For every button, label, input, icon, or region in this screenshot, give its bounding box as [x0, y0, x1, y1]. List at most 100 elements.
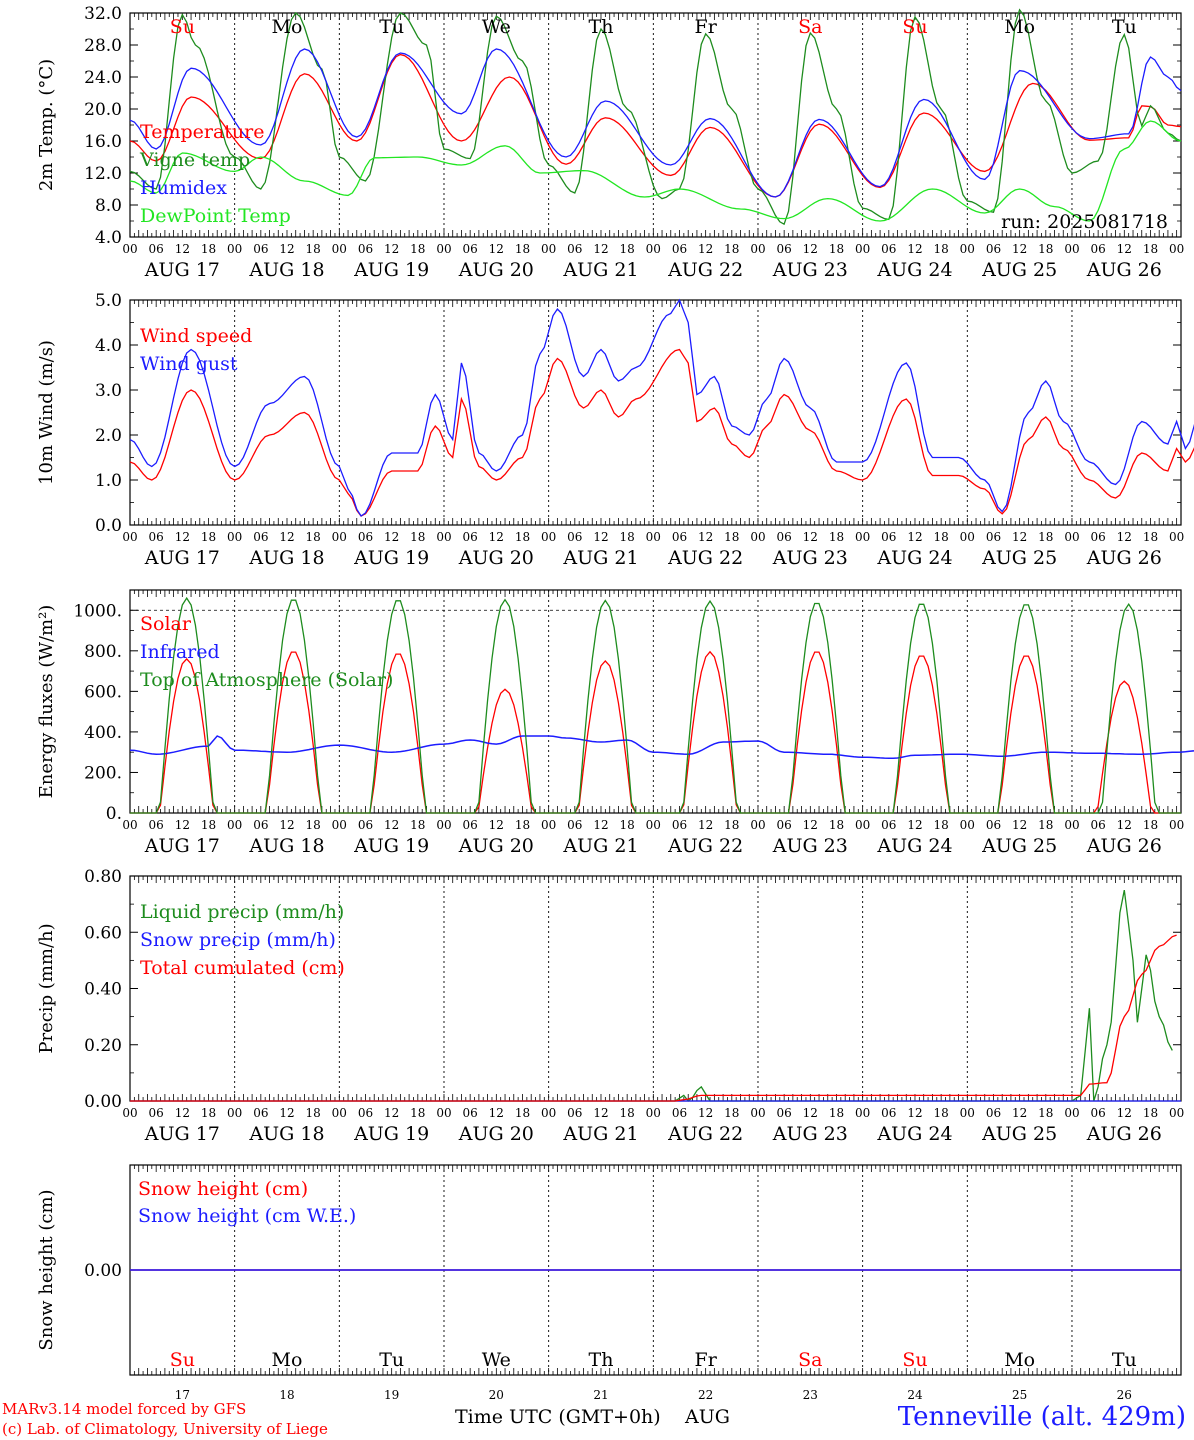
- hour-tick-label: 18: [201, 1106, 216, 1120]
- hour-tick-label: 00: [227, 242, 242, 256]
- series-line-energy-2: [130, 596, 1181, 814]
- hour-tick-label: 00: [1169, 1106, 1184, 1120]
- legend-entry: Snow height (cm W.E.): [138, 1205, 356, 1227]
- hour-tick-label: 00: [855, 530, 870, 544]
- y-tick-label: 0.80: [84, 867, 122, 887]
- hour-tick-label: 00: [436, 242, 451, 256]
- hour-tick-label: 12: [279, 1106, 294, 1120]
- hour-tick-label: 06: [567, 530, 582, 544]
- hour-tick-label: 12: [593, 530, 608, 544]
- hour-tick-label: 06: [567, 242, 582, 256]
- hour-tick-label: 00: [750, 530, 765, 544]
- day-label: AUG 26: [1086, 1123, 1162, 1145]
- hour-tick-label: 12: [175, 1106, 190, 1120]
- day-label: AUG 24: [876, 835, 952, 857]
- hour-tick-label: 12: [489, 818, 504, 832]
- day-label: AUG 26: [1086, 259, 1162, 281]
- hour-tick-label: 18: [934, 242, 949, 256]
- y-tick-label: 8.0: [95, 196, 122, 216]
- weekday-label: Mo: [272, 1349, 303, 1371]
- hour-tick-label: 12: [698, 530, 713, 544]
- hour-tick-label: 12: [1117, 530, 1132, 544]
- day-number: 19: [384, 1388, 399, 1402]
- hour-tick-label: 00: [750, 1106, 765, 1120]
- hour-tick-label: 06: [672, 818, 687, 832]
- hour-tick-label: 12: [907, 818, 922, 832]
- day-label: AUG 18: [248, 1123, 324, 1145]
- weekday-label: Tu: [1112, 16, 1137, 38]
- hour-tick-label: 06: [881, 818, 896, 832]
- hour-tick-label: 18: [306, 818, 321, 832]
- hour-tick-label: 18: [724, 818, 739, 832]
- hour-tick-label: 06: [672, 530, 687, 544]
- hour-tick-label: 06: [881, 1106, 896, 1120]
- weekday-label: Sa: [798, 16, 822, 38]
- y-tick-label: 0.40: [84, 980, 122, 1000]
- hour-tick-label: 12: [803, 242, 818, 256]
- hour-tick-label: 12: [384, 242, 399, 256]
- hour-tick-label: 00: [436, 1106, 451, 1120]
- hour-tick-label: 00: [855, 818, 870, 832]
- hour-tick-label: 12: [384, 1106, 399, 1120]
- y-tick-label: 24.0: [84, 68, 122, 88]
- panel-frame-temp: [129, 12, 1182, 238]
- day-label: AUG 20: [458, 259, 534, 281]
- hour-tick-label: 12: [175, 530, 190, 544]
- hour-tick-label: 06: [358, 1106, 373, 1120]
- hour-tick-label: 06: [463, 530, 478, 544]
- hour-tick-label: 12: [279, 242, 294, 256]
- y-tick-label: 16.0: [84, 132, 122, 152]
- hour-tick-label: 18: [306, 1106, 321, 1120]
- hour-tick-label: 00: [227, 1106, 242, 1120]
- y-tick-label: 1000.: [73, 601, 122, 621]
- hour-tick-label: 18: [620, 530, 635, 544]
- hour-tick-label: 00: [541, 242, 556, 256]
- y-axis-label-wind: 10m Wind (m/s): [36, 340, 57, 485]
- y-axis-label-precip: Precip (mm/h): [36, 923, 57, 1053]
- hour-tick-label: 00: [960, 242, 975, 256]
- hour-tick-label: 06: [986, 242, 1001, 256]
- series-line-wind-0: [129, 348, 1194, 517]
- day-label: AUG 17: [144, 547, 220, 569]
- y-tick-label: 2.0: [95, 426, 122, 446]
- station-name: Tenneville (alt. 429m): [897, 1402, 1186, 1432]
- hour-tick-label: 06: [567, 818, 582, 832]
- hour-tick-label: 12: [1117, 818, 1132, 832]
- day-label: AUG 21: [562, 259, 638, 281]
- hour-tick-label: 06: [986, 1106, 1001, 1120]
- day-number: 22: [698, 1388, 713, 1402]
- hour-tick-label: 18: [1038, 530, 1053, 544]
- weekday-label: Su: [170, 16, 195, 38]
- day-label: AUG 19: [353, 547, 429, 569]
- hour-tick-label: 18: [724, 530, 739, 544]
- day-label: AUG 21: [562, 547, 638, 569]
- day-label: AUG 17: [144, 1123, 220, 1145]
- legend-entry: Wind gust: [140, 353, 238, 375]
- hour-tick-label: 00: [960, 530, 975, 544]
- x-axis-label: Time UTC (GMT+0h): [455, 1406, 661, 1428]
- y-tick-label: 3.0: [95, 381, 122, 401]
- hour-tick-label: 18: [410, 530, 425, 544]
- hour-tick-label: 00: [646, 242, 661, 256]
- day-label: AUG 19: [353, 1123, 429, 1145]
- hour-tick-label: 18: [934, 530, 949, 544]
- hour-tick-label: 06: [672, 242, 687, 256]
- hour-tick-label: 12: [489, 242, 504, 256]
- hour-tick-label: 18: [201, 818, 216, 832]
- hour-tick-label: 06: [253, 1106, 268, 1120]
- hour-tick-label: 18: [1038, 818, 1053, 832]
- y-tick-label: 4.0: [95, 228, 122, 248]
- hour-tick-label: 18: [1143, 530, 1158, 544]
- hour-tick-label: 00: [122, 242, 137, 256]
- y-tick-label: 200.: [84, 763, 122, 783]
- y-tick-label: 1.0: [95, 471, 122, 491]
- hour-tick-label: 06: [253, 242, 268, 256]
- hour-tick-label: 00: [122, 530, 137, 544]
- y-tick-label: 0.60: [84, 923, 122, 943]
- hour-tick-label: 12: [1117, 1106, 1132, 1120]
- legend-entry: Infrared: [140, 641, 220, 663]
- hour-tick-label: 06: [777, 818, 792, 832]
- hour-tick-label: 06: [1091, 530, 1106, 544]
- hour-tick-label: 18: [201, 530, 216, 544]
- day-label: AUG 21: [562, 835, 638, 857]
